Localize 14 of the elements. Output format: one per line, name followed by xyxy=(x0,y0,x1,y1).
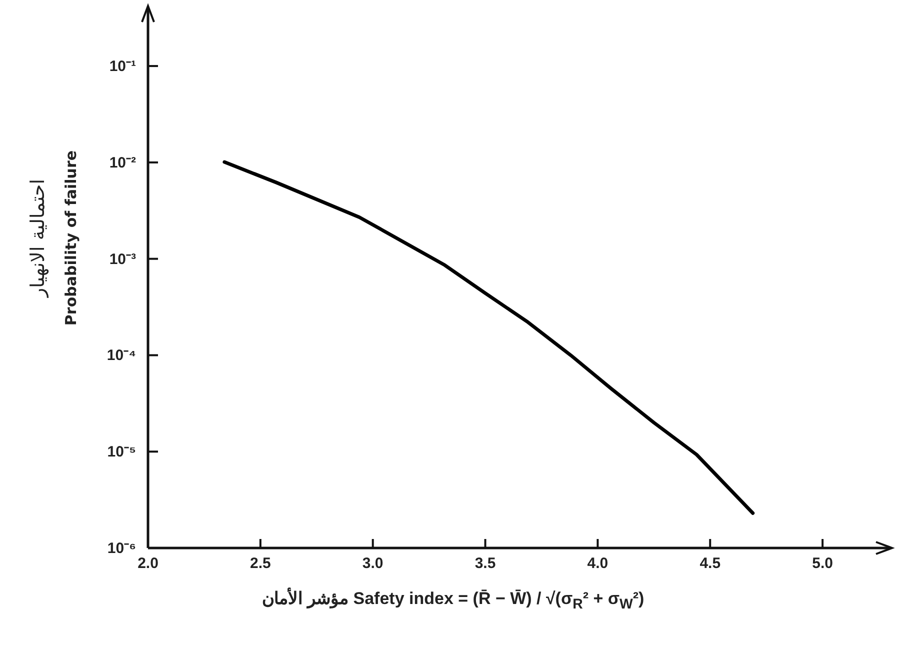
line-series xyxy=(222,160,755,515)
x-tick-label: 4.5 xyxy=(700,555,721,572)
x-tick-label: 3.5 xyxy=(474,555,496,572)
x-tick-label: 2.0 xyxy=(138,555,158,572)
x-tick-label: 4.0 xyxy=(587,555,608,572)
y-tick-label: 10⁻¹ xyxy=(109,58,136,76)
y-tick-label: 10⁻⁵ xyxy=(107,444,136,461)
y-tick-label: 10⁻⁶ xyxy=(107,540,136,557)
y-tick-label: 10⁻⁴ xyxy=(106,347,136,364)
x-tick-label: 3.0 xyxy=(362,555,384,572)
y-tick-label: 10⁻² xyxy=(109,154,136,172)
x-tick-label: 2.5 xyxy=(250,555,271,572)
x-tick-label: 5.0 xyxy=(812,555,833,572)
y-tick-label: 10⁻³ xyxy=(109,250,136,268)
